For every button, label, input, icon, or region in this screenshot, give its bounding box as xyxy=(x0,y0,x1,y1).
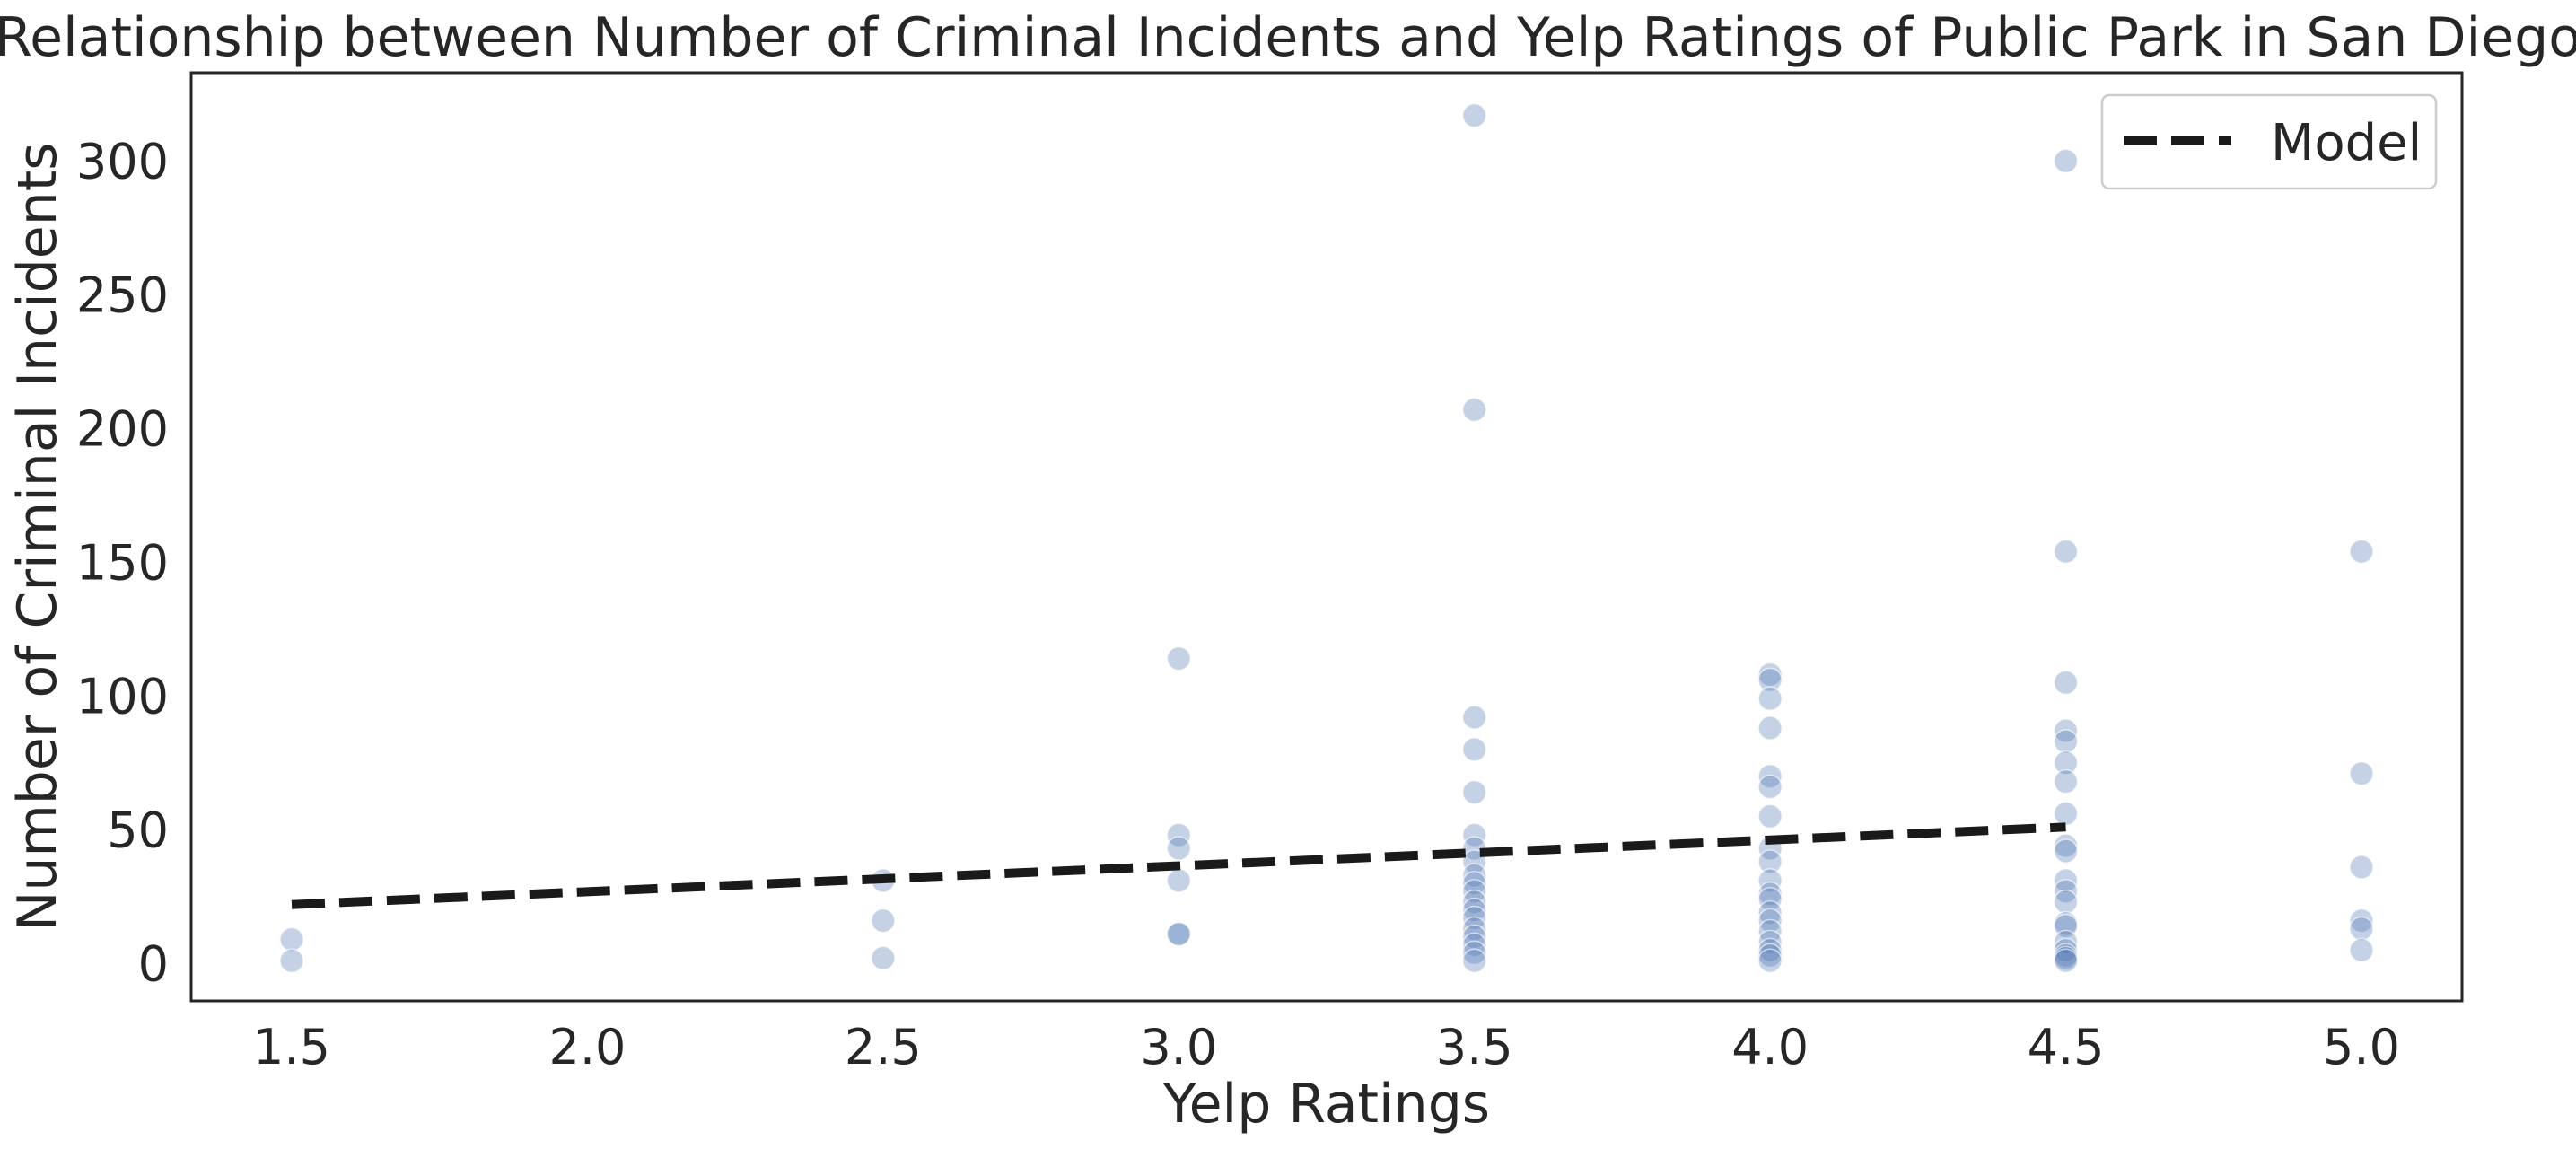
y-tick-label: 200 xyxy=(76,400,169,457)
data-point xyxy=(1757,899,1783,926)
data-point xyxy=(1166,868,1192,893)
data-point xyxy=(2053,948,2079,974)
data-point xyxy=(2349,855,2374,880)
data-point xyxy=(1461,879,1487,904)
data-point xyxy=(1757,774,1783,800)
model-line xyxy=(291,822,2066,909)
legend: Model xyxy=(2100,93,2438,190)
data-point xyxy=(1757,948,1783,974)
data-point xyxy=(1757,918,1783,944)
data-point xyxy=(2053,539,2079,565)
y-tick-label: 150 xyxy=(76,534,169,591)
y-tick-label: 250 xyxy=(76,267,169,323)
data-point xyxy=(1757,662,1783,688)
data-point xyxy=(1461,397,1487,423)
data-point xyxy=(1166,836,1192,861)
data-point xyxy=(1757,929,1783,955)
x-tick-label: 3.0 xyxy=(1140,1019,1217,1075)
data-point xyxy=(1757,868,1783,893)
data-point xyxy=(2053,768,2079,794)
data-point xyxy=(1757,943,1783,969)
data-point xyxy=(1461,102,1487,128)
y-axis-ticks: 0 50 100 150 200 250 300 xyxy=(76,133,169,992)
data-point xyxy=(2053,670,2079,696)
data-point xyxy=(1461,871,1487,896)
x-tick-label: 2.0 xyxy=(548,1019,626,1075)
data-point xyxy=(1461,940,1487,966)
data-point xyxy=(279,926,304,952)
data-point xyxy=(1461,737,1487,762)
data-point xyxy=(2349,539,2374,565)
data-point xyxy=(1461,705,1487,730)
y-tick-label: 0 xyxy=(138,935,169,992)
x-tick-label: 1.5 xyxy=(253,1019,330,1075)
data-point xyxy=(2053,937,2079,963)
data-point xyxy=(1166,822,1192,848)
legend-box xyxy=(2100,93,2438,190)
data-point xyxy=(1166,645,1192,671)
data-point xyxy=(2349,937,2374,963)
data-point xyxy=(2053,750,2079,776)
legend-model-label: Model xyxy=(2271,114,2422,172)
data-point xyxy=(2053,879,2079,904)
data-point xyxy=(2053,148,2079,174)
data-point xyxy=(279,948,304,974)
data-point xyxy=(2349,908,2374,934)
x-tick-label: 4.5 xyxy=(2028,1019,2105,1075)
data-point xyxy=(1757,667,1783,693)
data-point xyxy=(2053,718,2079,743)
data-point xyxy=(1461,948,1487,974)
x-axis-label: Yelp Ratings xyxy=(1162,1073,1490,1136)
data-point xyxy=(2053,838,2079,864)
data-point xyxy=(1757,882,1783,907)
data-point xyxy=(1757,763,1783,789)
data-point xyxy=(2053,889,2079,915)
data-point xyxy=(1461,779,1487,805)
y-tick-label: 300 xyxy=(76,133,169,189)
data-point xyxy=(1461,905,1487,931)
x-tick-label: 3.5 xyxy=(1436,1019,1513,1075)
x-tick-label: 5.0 xyxy=(2323,1019,2400,1075)
data-point xyxy=(2053,729,2079,754)
data-point xyxy=(2349,760,2374,786)
data-point xyxy=(1757,715,1783,741)
data-point xyxy=(1757,849,1783,874)
data-point xyxy=(871,908,896,934)
chart-title: Relationship between Number of Criminal … xyxy=(0,6,2576,69)
data-point xyxy=(2053,868,2079,893)
data-point xyxy=(1757,887,1783,912)
data-point xyxy=(2053,801,2079,827)
data-point xyxy=(1757,908,1783,934)
data-point xyxy=(1757,937,1783,963)
y-tick-label: 50 xyxy=(107,802,169,858)
model-layer xyxy=(291,822,2066,909)
data-point xyxy=(1461,822,1487,848)
points-layer xyxy=(279,102,2374,974)
data-point xyxy=(1461,897,1487,923)
data-point xyxy=(871,945,896,971)
y-axis-label: Number of Criminal Incidents xyxy=(6,142,69,931)
y-tick-label: 100 xyxy=(76,668,169,724)
data-point xyxy=(1757,803,1783,829)
data-point xyxy=(2349,916,2374,942)
data-point xyxy=(2053,833,2079,858)
data-point xyxy=(1166,921,1192,947)
x-axis-ticks: 1.5 2.0 2.5 3.0 3.5 4.0 4.5 5.0 xyxy=(253,1019,2400,1075)
x-tick-label: 4.0 xyxy=(1731,1019,1809,1075)
plot-frame xyxy=(189,71,2464,1003)
data-point xyxy=(1757,686,1783,712)
x-tick-label: 2.5 xyxy=(845,1019,922,1075)
